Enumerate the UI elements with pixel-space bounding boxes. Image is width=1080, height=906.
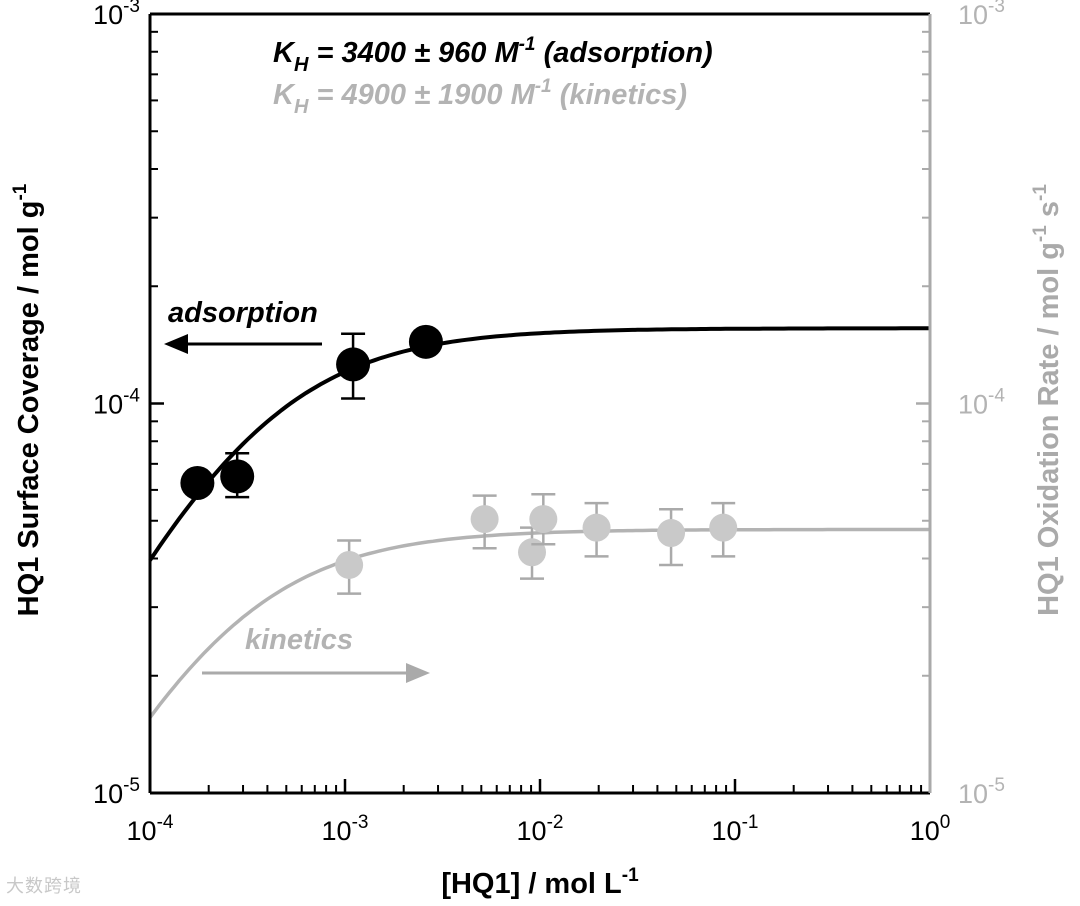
adsorption-arrow-head (164, 334, 188, 354)
tick-labels: 10-4 10-3 10-2 10-1 10010-510-410-310-510-41… (93, 0, 1005, 846)
x-tick-label: 100 (910, 812, 951, 846)
kinetics-point (470, 505, 499, 534)
left-y-axis-title: HQ1 Surface Coverage / mol g-1 (10, 183, 45, 616)
right-y-tick-label: 10-4 (958, 386, 1005, 420)
x-tick-label: 10-2 (517, 812, 564, 846)
x-tick-label: 10-3 (322, 812, 369, 846)
kinetics-point (335, 550, 364, 579)
kinetics-point (582, 513, 611, 542)
kinetics-point (518, 538, 547, 567)
left-y-tick-label: 10-4 (93, 386, 140, 420)
kh-kinetics-annotation: KH = 4900 ± 1900 M-1 (kinetics) (273, 76, 687, 118)
axis-ticks (148, 12, 932, 795)
x-axis-title: [HQ1] / mol L-1 (441, 865, 639, 900)
adsorption-point (408, 324, 443, 359)
kinetics-label: kinetics (245, 624, 353, 656)
kh-adsorption-annotation: KH = 3400 ± 960 M-1 (adsorption) (273, 34, 713, 76)
kinetics-point (529, 505, 558, 534)
data-points (180, 324, 738, 595)
watermark: 大数跨境 (6, 876, 82, 897)
x-tick-label: 10-1 (712, 812, 759, 846)
x-tick-label: 10-4 (127, 812, 174, 846)
left-y-tick-label: 10-3 (93, 0, 140, 30)
adsorption-point (180, 466, 215, 501)
kinetics-point (709, 513, 738, 542)
kinetics-arrow-head (406, 663, 430, 683)
adsorption-label: adsorption (168, 297, 318, 329)
right-y-tick-label: 10-5 (958, 775, 1005, 809)
right-y-tick-label: 10-3 (958, 0, 1005, 30)
adsorption-point (220, 459, 255, 494)
right-y-axis-title: HQ1 Oxidation Rate / mol g-1 s-1 (1030, 184, 1065, 616)
kinetics-fit-curve (148, 527, 930, 719)
kinetics-point (657, 519, 686, 548)
adsorption-point (336, 347, 371, 382)
adsorption-fit-curve (148, 326, 930, 562)
left-y-tick-label: 10-5 (93, 775, 140, 809)
fit-curves (148, 326, 930, 719)
